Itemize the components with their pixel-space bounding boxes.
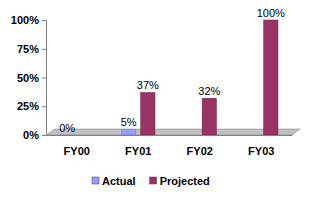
legend-label: Actual [102, 175, 136, 187]
y-tick-mark [42, 135, 46, 136]
x-tick: FY03 [248, 135, 274, 157]
x-axis-line [47, 135, 293, 136]
x-tick: FY02 [187, 135, 213, 157]
y-tick-mark [42, 78, 46, 79]
y-axis: 0% 25% 50% 75% 100% [11, 14, 47, 141]
y-tick: 75% [17, 43, 46, 55]
x-tick-label: FY00 [64, 145, 90, 157]
y-tick-mark [42, 49, 46, 50]
plot: 0% 25% 50% 75% 100% FY00 FY01 FY02 FY03 0% 5% 37% 32… [11, 7, 300, 157]
legend-label: Projected [160, 175, 210, 187]
y-tick: 0% [23, 129, 46, 141]
bar [141, 92, 155, 135]
y-tick-label: 100% [11, 14, 39, 26]
y-tick-label: 75% [17, 43, 39, 55]
y-tick: 50% [17, 72, 46, 84]
y-tick: 100% [11, 14, 46, 26]
x-tick-label: FY02 [187, 145, 213, 157]
x-axis: FY00 FY01 FY02 FY03 [47, 135, 293, 157]
y-tick: 25% [17, 100, 46, 112]
y-tick-label: 50% [17, 72, 39, 84]
data-label: 0% [59, 122, 75, 134]
legend: Actual Projected [92, 175, 210, 187]
bar [122, 129, 136, 135]
x-tick: FY00 [64, 135, 90, 157]
y-tick-label: 25% [17, 100, 39, 112]
y-tick-mark [42, 20, 46, 21]
chart: 0% 25% 50% 75% 100% FY00 FY01 FY02 FY03 0% 5% 37% 32… [0, 0, 326, 202]
bars [60, 20, 278, 135]
x-tick-label: FY01 [125, 145, 151, 157]
floor [46, 129, 300, 135]
bar [202, 98, 216, 135]
data-labels: 0% 5% 37% 32% 100% [59, 7, 285, 134]
y-tick-label: 0% [23, 129, 39, 141]
legend-swatch [92, 177, 99, 184]
legend-swatch [150, 177, 157, 184]
data-label: 5% [121, 116, 137, 128]
bar [264, 20, 278, 135]
y-tick-mark [42, 106, 46, 107]
data-label: 100% [257, 7, 285, 19]
data-label: 37% [137, 79, 159, 91]
x-tick-label: FY03 [248, 145, 274, 157]
data-label: 32% [198, 85, 220, 97]
y-axis-line [42, 21, 47, 136]
x-tick: FY01 [125, 135, 151, 157]
